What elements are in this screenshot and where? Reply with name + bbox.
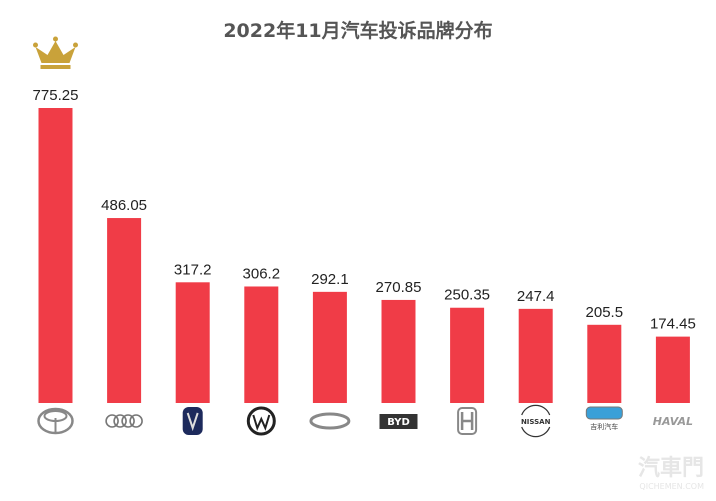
bar-chery (312, 291, 347, 403)
watermark-cn: 汽車門 (637, 456, 704, 481)
byd-text: BYD (387, 417, 410, 428)
bar-nissan (518, 308, 553, 403)
bar-byd (381, 299, 416, 403)
data-label: 306.2 (243, 265, 281, 282)
data-label: 250.35 (444, 287, 490, 304)
bar-changan (175, 282, 210, 403)
data-label: 205.5 (586, 304, 624, 321)
brand-logo-haval-icon: HAVAL (653, 415, 693, 428)
data-label: 317.2 (174, 261, 212, 278)
data-label: 270.85 (376, 279, 422, 296)
bar-toyota (38, 108, 73, 403)
data-label: 775.25 (33, 87, 79, 104)
brand-logo-nissan-icon: NISSAN (521, 404, 551, 438)
data-label: 292.1 (311, 271, 349, 288)
bar-geely (587, 324, 622, 403)
geely-text: 吉利汽车 (590, 422, 618, 431)
crown-icon (33, 36, 78, 69)
haval-text: HAVAL (653, 415, 693, 428)
brand-logo-toyota-icon (37, 407, 74, 435)
nissan-text: NISSAN (521, 418, 551, 426)
data-label: 247.4 (517, 288, 555, 305)
data-label: 486.05 (101, 197, 147, 214)
bar-honda (450, 307, 485, 403)
brand-logo-geely-icon: 吉利汽车 (585, 406, 623, 431)
brand-logo-volkswagen-icon (246, 406, 276, 436)
watermark-en: QICHEMEN.COM (639, 482, 704, 491)
bar-volkswagen (244, 286, 279, 403)
brand-logo-audi-icon (105, 414, 143, 428)
watermark: 汽車門 QICHEMEN.COM (638, 450, 704, 491)
bar-haval (655, 336, 690, 403)
brand-logo-honda-icon (457, 407, 478, 435)
bar-audi (107, 218, 142, 403)
brand-logo-changan-icon (182, 407, 203, 435)
data-label: 174.45 (650, 316, 696, 333)
brand-logo-byd-icon: BYD (379, 414, 418, 429)
brand-logo-chery-icon (309, 412, 351, 430)
chart-title: 2022年11月汽车投诉品牌分布 (223, 20, 493, 42)
